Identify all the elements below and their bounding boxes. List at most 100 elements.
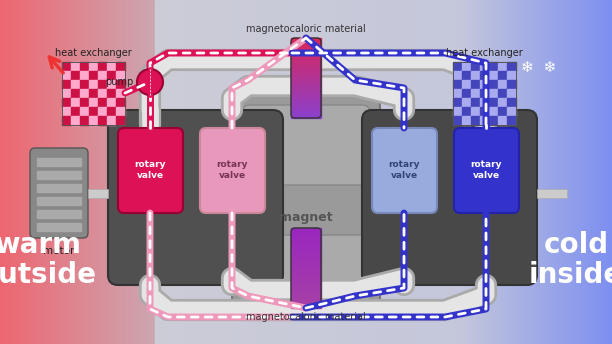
- Bar: [138, 0, 139, 344]
- Bar: [480, 71, 489, 80]
- Bar: [250, 0, 251, 344]
- Bar: [211, 0, 212, 344]
- Text: magnetocaloric material: magnetocaloric material: [246, 312, 366, 322]
- Bar: [291, 90, 321, 91]
- Bar: [180, 0, 181, 344]
- Bar: [412, 0, 413, 344]
- Bar: [260, 0, 261, 344]
- Bar: [37, 171, 81, 179]
- Bar: [536, 0, 537, 344]
- Bar: [89, 116, 98, 125]
- Bar: [291, 70, 321, 71]
- Bar: [291, 73, 321, 74]
- Bar: [5, 0, 6, 344]
- Bar: [347, 0, 348, 344]
- Bar: [80, 98, 89, 107]
- Bar: [291, 74, 321, 75]
- Bar: [560, 0, 561, 344]
- Bar: [41, 0, 42, 344]
- Bar: [322, 0, 323, 344]
- Bar: [291, 71, 321, 72]
- Bar: [604, 0, 605, 344]
- Bar: [467, 0, 468, 344]
- Bar: [549, 0, 550, 344]
- Bar: [583, 0, 584, 344]
- Bar: [229, 0, 230, 344]
- Bar: [291, 114, 321, 115]
- Bar: [77, 0, 78, 344]
- Bar: [302, 0, 303, 344]
- Bar: [356, 0, 357, 344]
- Bar: [334, 0, 335, 344]
- Bar: [555, 0, 556, 344]
- Bar: [453, 89, 462, 98]
- Bar: [606, 0, 607, 344]
- Bar: [191, 0, 192, 344]
- Bar: [425, 0, 426, 344]
- Bar: [246, 0, 247, 344]
- Bar: [291, 116, 321, 117]
- Bar: [159, 0, 160, 344]
- Bar: [201, 0, 202, 344]
- Bar: [489, 71, 498, 80]
- Bar: [224, 0, 225, 344]
- Bar: [350, 0, 351, 344]
- FancyBboxPatch shape: [242, 235, 370, 310]
- Bar: [291, 237, 321, 238]
- Bar: [291, 283, 321, 284]
- Bar: [277, 0, 278, 344]
- Bar: [231, 0, 232, 344]
- Bar: [172, 0, 173, 344]
- Bar: [498, 107, 507, 116]
- Bar: [234, 0, 235, 344]
- Bar: [317, 0, 318, 344]
- Bar: [499, 0, 500, 344]
- Bar: [411, 0, 412, 344]
- Bar: [291, 265, 321, 266]
- Bar: [156, 0, 157, 344]
- Bar: [184, 0, 185, 344]
- Bar: [162, 0, 163, 344]
- Bar: [577, 0, 578, 344]
- Bar: [453, 0, 454, 344]
- Bar: [89, 71, 98, 80]
- Bar: [365, 0, 366, 344]
- Bar: [44, 0, 45, 344]
- Bar: [443, 0, 444, 344]
- Bar: [480, 98, 489, 107]
- Bar: [589, 0, 590, 344]
- Bar: [30, 0, 31, 344]
- Bar: [291, 103, 321, 104]
- Bar: [424, 0, 425, 344]
- Bar: [84, 0, 85, 344]
- Bar: [40, 0, 41, 344]
- Bar: [291, 280, 321, 281]
- Bar: [543, 0, 544, 344]
- Bar: [291, 306, 321, 307]
- Bar: [524, 0, 525, 344]
- Bar: [378, 0, 379, 344]
- Bar: [597, 0, 598, 344]
- Bar: [200, 0, 201, 344]
- Bar: [195, 0, 196, 344]
- Text: warm
outside: warm outside: [0, 231, 97, 289]
- Bar: [291, 238, 321, 239]
- Bar: [301, 0, 302, 344]
- Bar: [223, 0, 224, 344]
- Bar: [45, 0, 46, 344]
- Bar: [74, 0, 75, 344]
- Bar: [402, 0, 403, 344]
- Bar: [275, 0, 276, 344]
- Bar: [62, 80, 71, 89]
- Bar: [243, 0, 244, 344]
- Text: heat exchanger: heat exchanger: [446, 48, 523, 58]
- Bar: [601, 0, 602, 344]
- Bar: [510, 0, 511, 344]
- Bar: [291, 51, 321, 52]
- Bar: [131, 0, 132, 344]
- Bar: [498, 71, 507, 80]
- Bar: [62, 62, 125, 125]
- Bar: [471, 98, 480, 107]
- Bar: [488, 0, 489, 344]
- Bar: [291, 100, 321, 101]
